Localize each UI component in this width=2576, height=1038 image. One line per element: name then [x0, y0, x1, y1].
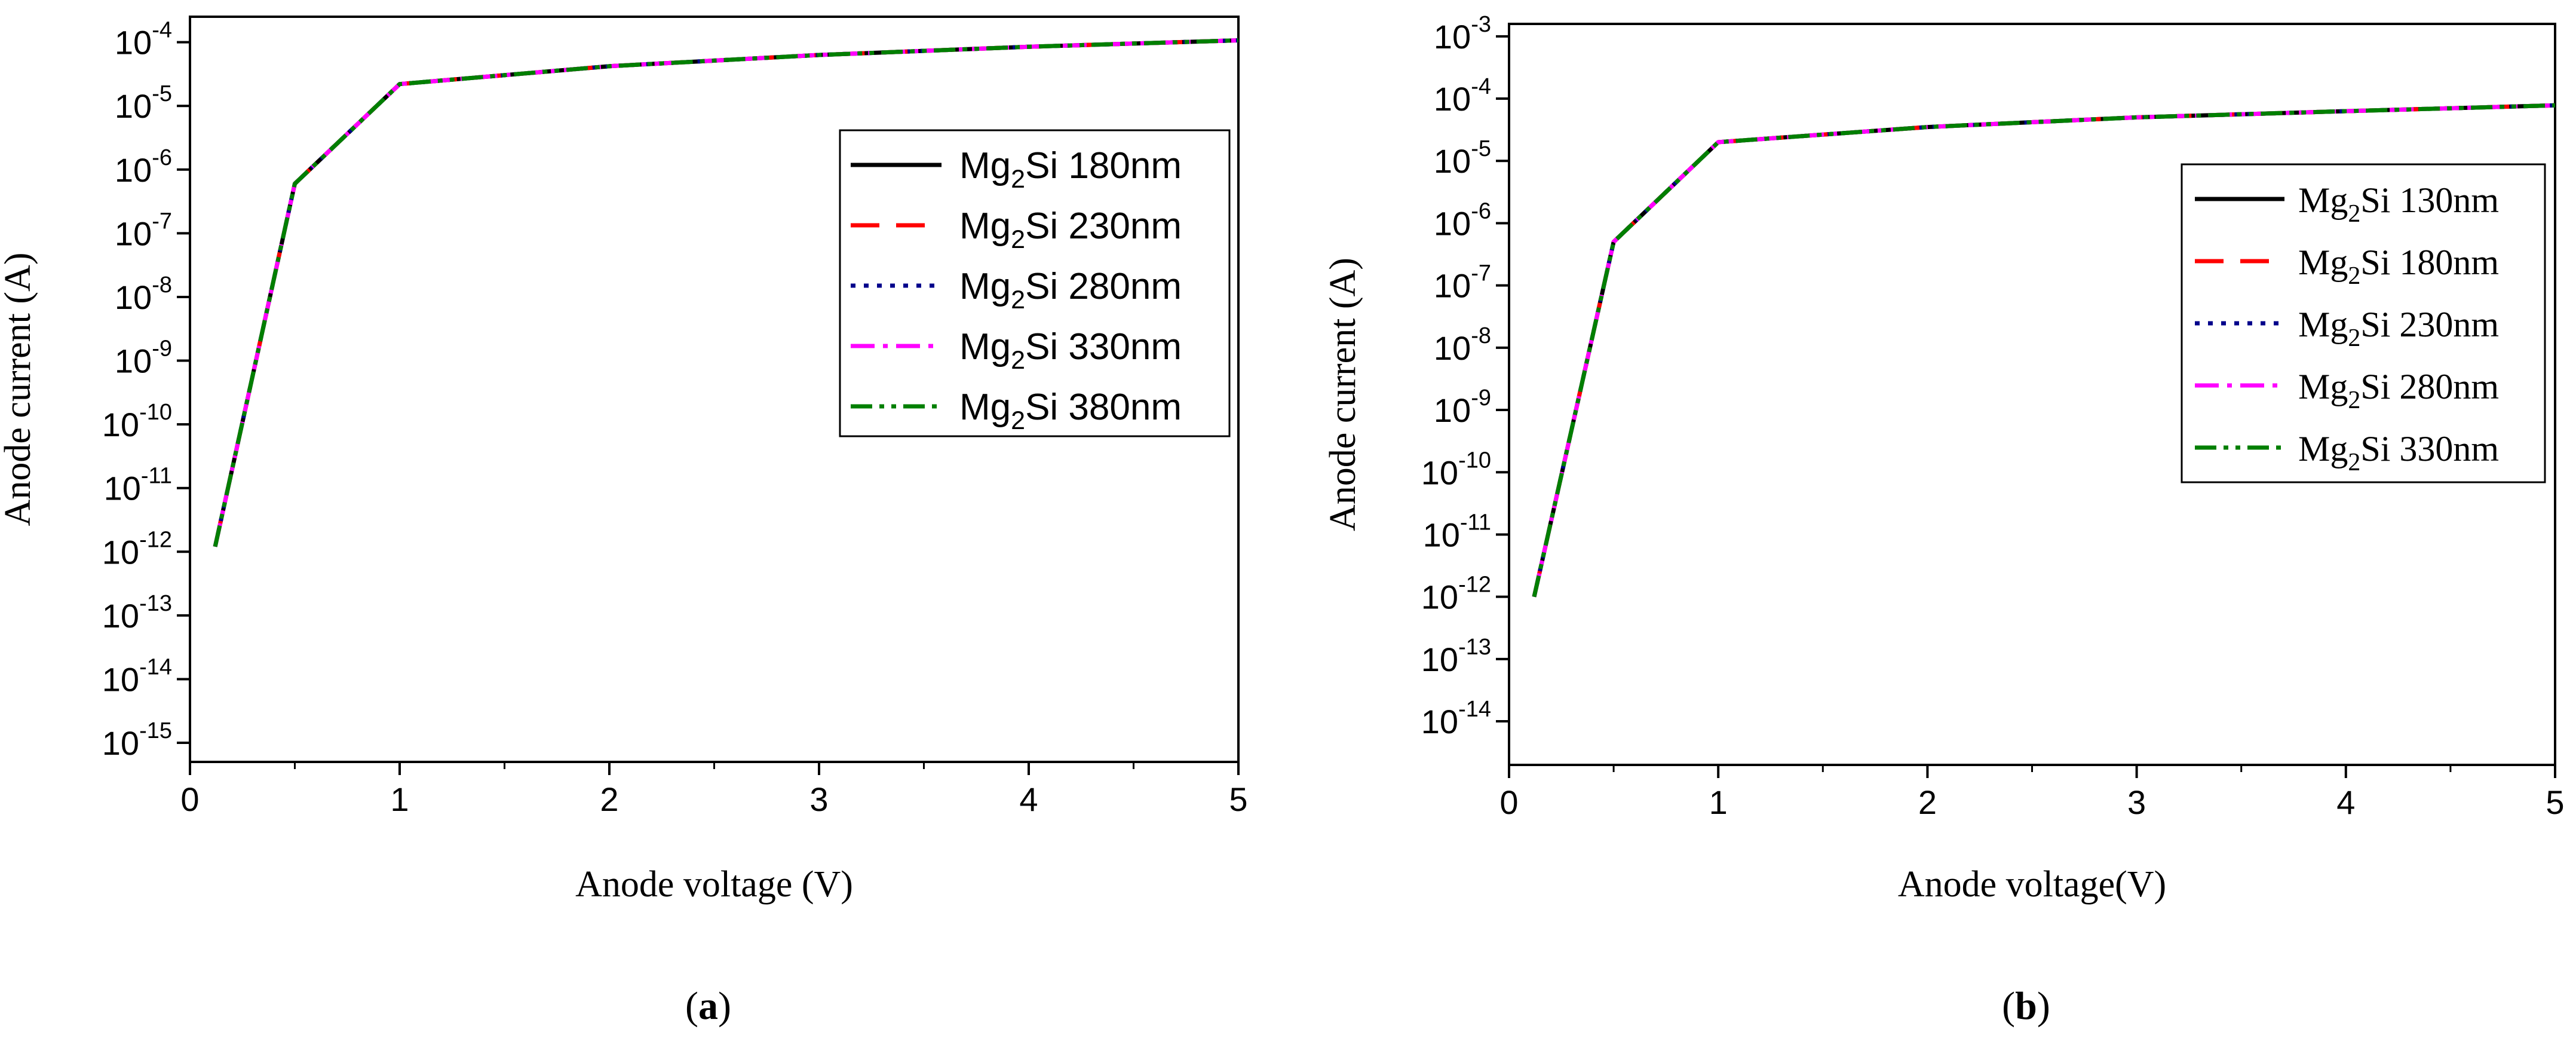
legend-label-2: Mg2Si 180nm	[2298, 243, 2499, 290]
y-tick-label: 10-14	[102, 654, 172, 698]
legend-box	[839, 129, 1231, 437]
x-axis-label: Anode voltage(V)	[1898, 864, 2166, 905]
y-tick-label: 10-12	[102, 527, 172, 571]
x-tick-label: 5	[2546, 783, 2564, 821]
x-tick-label: 2	[1918, 783, 1937, 821]
legend-box	[2181, 163, 2546, 483]
x-tick-label: 5	[1229, 780, 1247, 818]
series-line-5	[1532, 103, 2556, 598]
legend-label-5: Mg2Si 330nm	[2298, 429, 2499, 476]
x-tick-label: 4	[2336, 783, 2355, 821]
y-tick-label: 10-11	[1423, 510, 1491, 553]
y-tick-label: 10-15	[102, 718, 172, 762]
y-tick-label: 10-13	[102, 591, 172, 635]
x-tick-label: 3	[809, 780, 828, 818]
legend-label-2: Mg2Si 230nm	[959, 206, 1182, 254]
x-axis-label: Anode voltage (V)	[575, 864, 853, 905]
x-tick-label: 1	[390, 780, 409, 818]
y-tick-label: 10-12	[1421, 572, 1491, 616]
legend-label-1: Mg2Si 180nm	[959, 145, 1182, 194]
legend-label-1: Mg2Si 130nm	[2298, 180, 2499, 228]
y-tick-label: 10-11	[104, 464, 172, 507]
legend: Mg2Si 130nm Mg2Si 180nm Mg2Si 230nm Mg2Si 2…	[2181, 163, 2546, 483]
legend-label-3: Mg2Si 230nm	[2298, 305, 2499, 352]
legend-label-5: Mg2Si 380nm	[959, 387, 1182, 435]
y-tick-label: 10-5	[1434, 136, 1491, 180]
y-axis-label: Anode current (A)	[1323, 258, 1363, 531]
y-tick-label: 10-10	[102, 400, 172, 443]
y-tick-label: 10-9	[1434, 385, 1491, 429]
legend: Mg2Si 180nm Mg2Si 230nm Mg2Si 280nm Mg2Si 3…	[839, 129, 1231, 437]
x-tick-label: 4	[1019, 780, 1038, 818]
x-tick-label: 1	[1709, 783, 1728, 821]
panel-label: (a)	[685, 984, 731, 1028]
y-tick-label: 10-8	[115, 272, 172, 316]
x-tick-label: 3	[2127, 783, 2146, 821]
x-tick-label: 0	[1499, 783, 1518, 821]
y-tick-label: 10-6	[115, 145, 172, 189]
y-tick-label: 10-14	[1421, 697, 1491, 740]
y-tick-label: 10-9	[115, 336, 172, 380]
y-tick-label: 10-4	[115, 18, 172, 62]
y-tick-label: 10-10	[1421, 448, 1491, 491]
legend-label-4: Mg2Si 280nm	[2298, 367, 2499, 414]
y-tick-label: 10-13	[1421, 635, 1491, 678]
y-tick-label: 10-5	[115, 81, 172, 125]
chart-panel-a: 0 1 2 3 4 5 10-4 10-5 10-6 10-7 10-8 10-9 10-10 10-11…	[0, 16, 1248, 1028]
y-tick-label: 10-6	[1434, 198, 1491, 242]
y-tick-label: 10-7	[1434, 261, 1491, 305]
y-axis-label: Anode current (A)	[0, 253, 38, 526]
x-tick-label: 2	[600, 780, 618, 818]
y-tick-label: 10-7	[115, 209, 172, 252]
legend-label-4: Mg2Si 330nm	[959, 326, 1182, 375]
series-line-5	[213, 38, 1239, 547]
chart-panel-b: 0 1 2 3 4 5 10-3 10-4 10-5 10-6 10-7 10-8 10-9 10-10 1…	[1323, 12, 2565, 1028]
legend-label-3: Mg2Si 280nm	[959, 266, 1182, 314]
y-tick-label: 10-3	[1434, 12, 1491, 56]
y-tick-label: 10-8	[1434, 323, 1491, 367]
panel-label: (b)	[2002, 984, 2050, 1028]
x-tick-label: 0	[180, 780, 199, 818]
y-tick-label: 10-4	[1434, 74, 1491, 118]
